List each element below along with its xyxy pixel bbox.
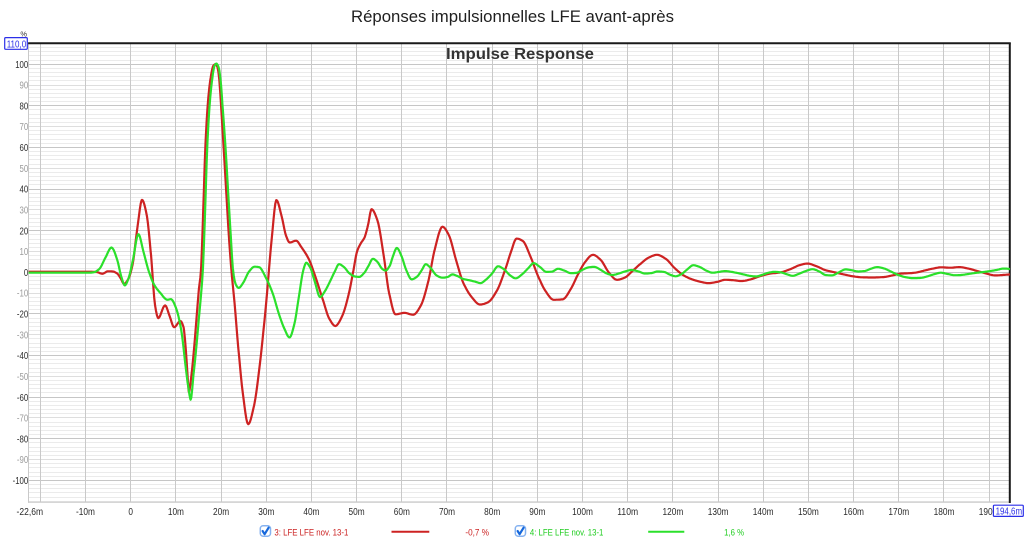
- svg-text:-80: -80: [17, 434, 29, 445]
- svg-text:40m: 40m: [303, 507, 319, 518]
- svg-text:80: 80: [20, 101, 29, 112]
- svg-text:80m: 80m: [484, 507, 500, 518]
- svg-text:-10: -10: [17, 289, 29, 300]
- svg-text:-90: -90: [17, 455, 29, 466]
- svg-text:150m: 150m: [798, 507, 819, 518]
- svg-text:194,6m: 194,6m: [996, 506, 1023, 517]
- svg-text:-40: -40: [17, 351, 29, 362]
- svg-text:-0,7 %: -0,7 %: [465, 527, 489, 538]
- svg-text:60: 60: [20, 143, 29, 154]
- svg-text:140m: 140m: [753, 507, 774, 518]
- svg-text:60m: 60m: [394, 507, 410, 518]
- svg-text:Impulse Response: Impulse Response: [446, 46, 594, 63]
- svg-text:0: 0: [128, 507, 133, 518]
- svg-text:-100: -100: [13, 476, 29, 487]
- svg-text:70: 70: [20, 122, 29, 133]
- svg-text:100m: 100m: [572, 507, 593, 518]
- svg-text:-20: -20: [17, 310, 29, 321]
- svg-text:100: 100: [15, 60, 28, 71]
- svg-text:120m: 120m: [663, 507, 684, 518]
- svg-text:90: 90: [20, 81, 29, 92]
- svg-text:190m: 190m: [979, 507, 1000, 518]
- svg-text:130m: 130m: [708, 507, 729, 518]
- svg-text:20m: 20m: [213, 507, 229, 518]
- svg-text:-50: -50: [17, 372, 29, 383]
- svg-text:40: 40: [20, 185, 29, 196]
- svg-text:-22,6m: -22,6m: [17, 507, 44, 518]
- svg-text:30: 30: [20, 206, 29, 217]
- svg-text:50: 50: [20, 164, 29, 175]
- svg-text:Réponses impulsionnelles LFE a: Réponses impulsionnelles LFE avant-après: [351, 7, 674, 26]
- svg-text:70m: 70m: [439, 507, 455, 518]
- svg-text:30m: 30m: [258, 507, 274, 518]
- svg-text:-60: -60: [17, 393, 29, 404]
- svg-text:3: LFE LFE nov. 13-1: 3: LFE LFE nov. 13-1: [274, 527, 348, 538]
- svg-text:10: 10: [20, 247, 29, 258]
- svg-text:0: 0: [24, 268, 29, 279]
- svg-text:-70: -70: [17, 414, 29, 425]
- svg-text:110m: 110m: [617, 507, 638, 518]
- svg-text:110,0: 110,0: [7, 39, 27, 50]
- svg-text:10m: 10m: [168, 507, 184, 518]
- svg-text:50m: 50m: [349, 507, 365, 518]
- svg-text:%: %: [20, 30, 27, 39]
- svg-text:4: LFE LFE nov. 13-1: 4: LFE LFE nov. 13-1: [530, 527, 604, 538]
- svg-text:170m: 170m: [888, 507, 909, 518]
- svg-text:1,6 %: 1,6 %: [724, 527, 744, 538]
- svg-text:160m: 160m: [843, 507, 864, 518]
- svg-text:20: 20: [20, 226, 29, 237]
- svg-text:90m: 90m: [529, 507, 545, 518]
- svg-text:-10m: -10m: [76, 507, 95, 518]
- svg-text:-30: -30: [17, 330, 29, 341]
- svg-text:180m: 180m: [934, 507, 955, 518]
